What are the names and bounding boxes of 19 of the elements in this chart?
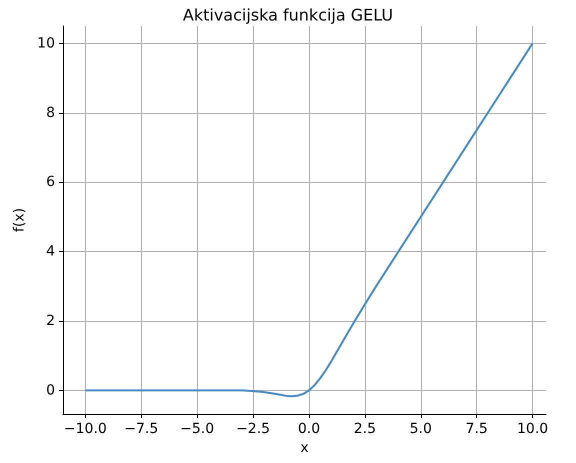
x-tick-label: −10.0 (64, 421, 107, 437)
line-series (84, 42, 534, 398)
y-tick-label: 4 (46, 244, 56, 260)
x-axis-title: x (300, 440, 309, 456)
y-axis-title: f(x) (11, 208, 28, 232)
y-tick-label: 6 (46, 174, 56, 190)
x-tick-label: −5.0 (180, 421, 214, 437)
x-tick-label: 5.0 (410, 421, 432, 437)
y-tick-label: 2 (46, 312, 55, 329)
x-tick-label: 10.0 (516, 421, 548, 437)
x-tick-label: −2.5 (236, 421, 270, 437)
y-tick-label: 0 (46, 382, 55, 398)
x-tick-label: 2.5 (354, 421, 376, 437)
x-tick-label: −7.5 (124, 421, 158, 437)
chart-title: Aktivacijska funkcija GELU (182, 6, 394, 24)
y-tick-label: 8 (46, 104, 55, 121)
y-tick-label: 10 (37, 35, 55, 52)
x-tick-label: 0.0 (298, 421, 320, 437)
x-tick-label: 7.5 (466, 421, 488, 437)
